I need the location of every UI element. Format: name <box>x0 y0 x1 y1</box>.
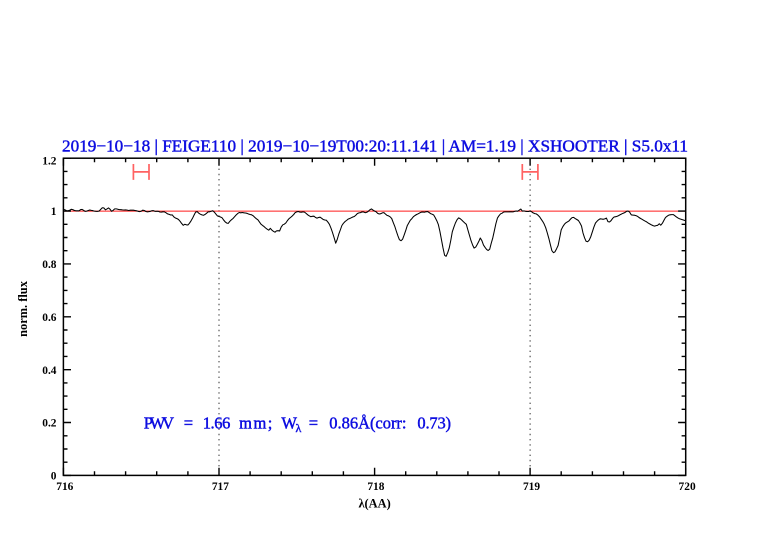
svg-text:0.4: 0.4 <box>42 365 57 377</box>
svg-text:0.6: 0.6 <box>42 312 57 324</box>
svg-text:norm. flux: norm. flux <box>16 280 30 337</box>
svg-text:0: 0 <box>51 471 57 483</box>
svg-text:0.8: 0.8 <box>42 259 57 271</box>
svg-text:1.2: 1.2 <box>42 155 57 167</box>
svg-text:1: 1 <box>51 206 57 218</box>
svg-text:720: 720 <box>679 481 696 493</box>
svg-text:719: 719 <box>523 481 540 493</box>
svg-text:2019−10−18 | FEIGE110 | 20: 2019−10−18 | FEIGE110 | 2019−10−19T00:20… <box>62 137 688 156</box>
svg-text:0.2: 0.2 <box>42 418 57 430</box>
svg-text:717: 717 <box>212 481 229 493</box>
svg-text:716: 716 <box>56 481 73 493</box>
svg-text:λ(AA): λ(AA) <box>358 497 390 511</box>
svg-text:718: 718 <box>367 481 384 493</box>
